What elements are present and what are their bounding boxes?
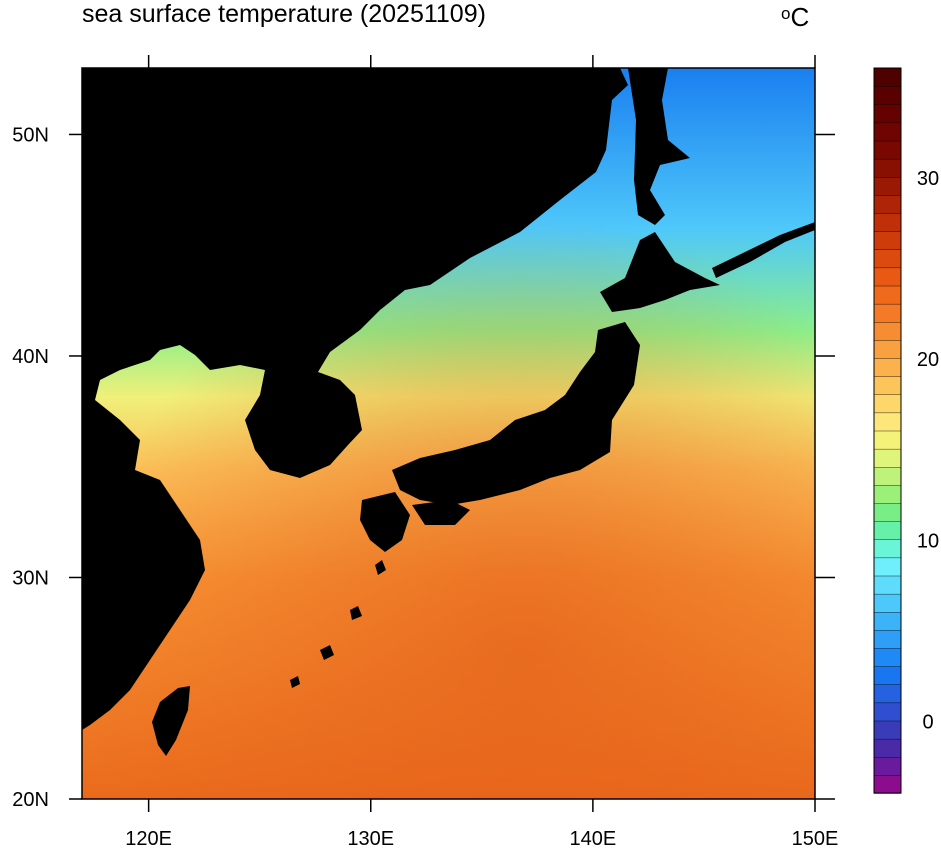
latitude-axis: 20N 30N 40N 50N <box>12 124 835 811</box>
lon-tick-label: 130E <box>347 828 394 850</box>
plot-frame <box>81 67 816 800</box>
colorbar-segment <box>873 194 902 214</box>
lon-tick-label: 120E <box>125 828 172 850</box>
colorbar-segment <box>873 212 902 232</box>
colorbar-segment <box>873 484 902 504</box>
colorbar-segment <box>873 665 902 685</box>
map-title: sea surface temperature (20251109) <box>82 0 486 28</box>
lat-tick-label: 20N <box>12 789 49 811</box>
colorbar-segment <box>873 702 902 722</box>
land-shikoku <box>412 500 470 525</box>
colorbar-segment <box>873 285 902 305</box>
colorbar-segment <box>873 375 902 395</box>
colorbar-segment <box>873 448 902 468</box>
colorbar-segment <box>873 104 902 124</box>
land-honshu <box>392 322 640 505</box>
colorbar-segment <box>873 430 902 450</box>
colorbar-segment <box>873 67 902 87</box>
colorbar-segment <box>873 357 902 377</box>
degree-symbol: o <box>781 4 791 23</box>
colorbar-segment <box>873 176 902 196</box>
lat-tick-label: 50N <box>12 124 49 146</box>
colorbar-segment <box>873 339 902 359</box>
colorbar-segment <box>873 575 902 595</box>
colorbar-tick-label: 30 <box>917 168 939 190</box>
lon-tick-label: 140E <box>570 828 617 850</box>
colorbar-segment <box>873 520 902 540</box>
colorbar-segment <box>873 647 902 667</box>
unit-label: oC <box>781 2 809 33</box>
colorbar-segment <box>873 230 902 250</box>
colorbar-segment <box>873 774 902 794</box>
land-kurils <box>712 222 815 278</box>
land-taiwan <box>152 686 190 756</box>
colorbar-segment <box>873 611 902 631</box>
colorbar-segment <box>873 466 902 486</box>
colorbar-segment <box>873 629 902 649</box>
colorbar-tick-label: 20 <box>917 349 939 371</box>
colorbar-segment <box>873 158 902 178</box>
colorbar-segment <box>873 720 902 740</box>
colorbar-segment <box>873 539 902 559</box>
lat-tick-label: 30N <box>12 567 49 589</box>
map-plot <box>82 68 815 799</box>
colorbar-segment <box>873 684 902 704</box>
colorbar-segment <box>873 394 902 414</box>
colorbar-segment <box>873 122 902 142</box>
colorbar-segment <box>873 267 902 287</box>
colorbar-tick-label: 10 <box>917 530 939 552</box>
colorbar: 0 10 20 30 <box>873 67 939 794</box>
lat-tick-label: 40N <box>12 346 49 368</box>
colorbar-segment <box>873 85 902 105</box>
colorbar-segment <box>873 756 902 776</box>
colorbar-segment <box>873 557 902 577</box>
colorbar-segment <box>873 738 902 758</box>
unit-letter: C <box>790 2 810 32</box>
lon-tick-label: 150E <box>792 828 839 850</box>
land-asia <box>82 68 628 730</box>
colorbar-tick-label: 0 <box>922 712 933 734</box>
colorbar-segment <box>873 303 902 323</box>
colorbar-segment <box>873 593 902 613</box>
colorbar-segment <box>873 412 902 432</box>
colorbar-segment <box>873 502 902 522</box>
land-sakhalin <box>628 68 690 225</box>
land-kyushu <box>360 492 410 552</box>
colorbar-segment <box>873 249 902 269</box>
longitude-axis: 120E 130E 140E 150E <box>125 55 838 850</box>
colorbar-segment <box>873 140 902 160</box>
colorbar-frame <box>873 67 902 794</box>
colorbar-segment <box>873 321 902 341</box>
land-hokkaido <box>600 232 720 312</box>
